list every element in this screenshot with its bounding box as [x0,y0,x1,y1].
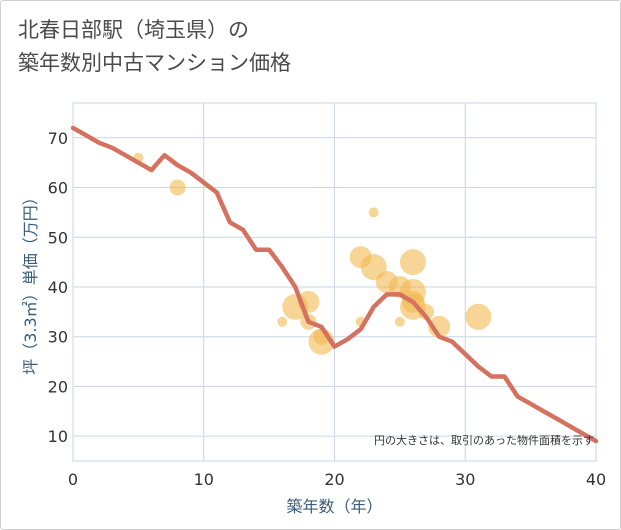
y-tick-label: 10 [48,427,68,446]
y-tick-label: 20 [48,377,68,396]
chart-title-line-1: 北春日部駅（埼玉県）の [18,18,249,42]
data-bubble [399,249,426,276]
x-tick-label: 20 [324,470,344,489]
average-price-line [70,125,599,444]
x-tick-label: 0 [68,470,78,489]
data-bubble [418,303,435,320]
bubble-layer [133,152,492,355]
y-tick-label: 50 [48,228,68,247]
data-bubble [169,179,186,196]
y-tick-label: 70 [48,129,68,148]
y-tick-label: 40 [48,278,68,297]
x-axis-label: 築年数（年） [286,497,382,516]
data-bubble [394,316,405,327]
tick-labels: 0 10 20 30 40 10 20 30 40 50 60 70 [48,129,607,489]
x-tick-label: 30 [455,470,475,489]
y-axis-label: 坪（3.3㎡）単価（万円） [21,189,40,374]
y-tick-label: 60 [48,179,68,198]
x-tick-label: 10 [194,470,214,489]
chart-title: 北春日部駅（埼玉県）の 築年数別中古マンション価格 [18,14,291,80]
y-tick-label: 30 [48,328,68,347]
bubble-size-note: 円の大きさは、取引のあった物件面積を示す [374,433,594,447]
x-tick-label: 40 [586,470,606,489]
series-layer [70,125,599,444]
chart-title-line-2: 築年数別中古マンション価格 [18,51,291,75]
grid-lines [72,102,597,462]
data-bubble [277,316,288,327]
data-bubble [368,207,379,218]
data-bubble [465,303,492,330]
